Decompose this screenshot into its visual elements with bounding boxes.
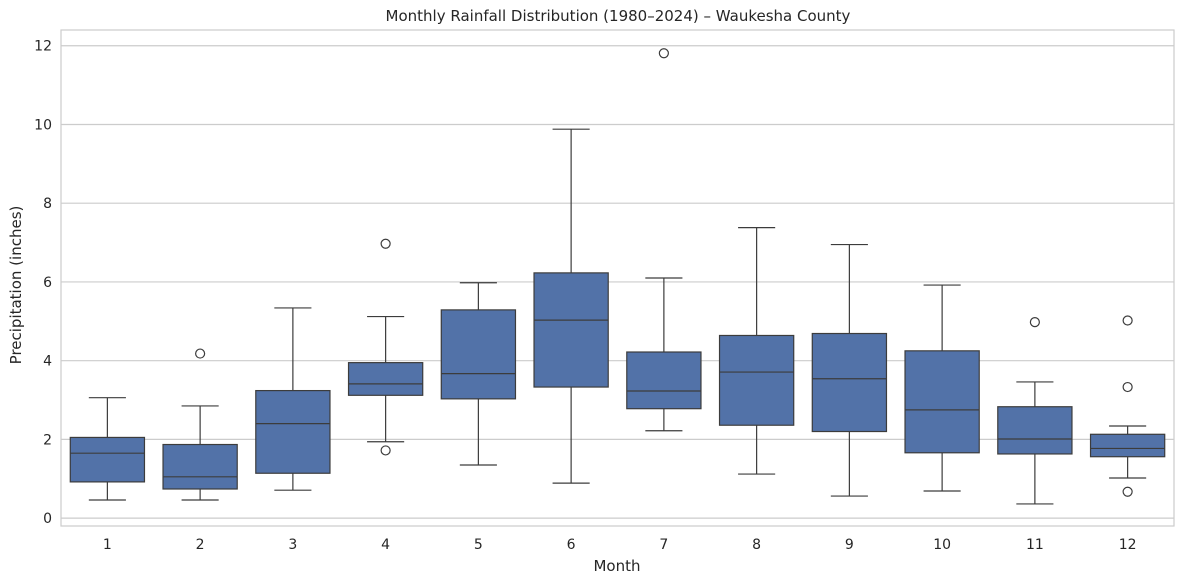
grid-lines bbox=[61, 45, 1174, 519]
x-tick-label: 4 bbox=[381, 537, 390, 553]
iqr-box bbox=[162, 443, 238, 490]
outlier-point bbox=[380, 445, 391, 456]
iqr-box bbox=[347, 362, 424, 396]
y-tick-labels: 0 2 4 6 8 10 12 bbox=[34, 39, 52, 527]
box-month-2 bbox=[162, 348, 238, 501]
outlier-point bbox=[195, 348, 206, 359]
box-series bbox=[69, 48, 1166, 505]
y-tick-label: 4 bbox=[43, 354, 52, 370]
iqr-box bbox=[718, 334, 795, 426]
x-tick-label: 12 bbox=[1119, 537, 1137, 553]
x-tick-label: 11 bbox=[1026, 537, 1044, 553]
x-tick-labels: 1 2 3 4 5 6 7 8 9 10 11 12 bbox=[103, 537, 1137, 553]
box-month-5 bbox=[440, 282, 517, 466]
box-month-8 bbox=[718, 227, 795, 475]
y-tick-label: 12 bbox=[34, 39, 52, 55]
x-tick-label: 7 bbox=[659, 537, 668, 553]
x-axis-label: Month bbox=[593, 557, 640, 575]
outlier-point bbox=[1122, 315, 1133, 326]
box-month-10 bbox=[904, 284, 980, 492]
outlier-point bbox=[1029, 316, 1040, 328]
outlier-point bbox=[658, 48, 669, 59]
box-month-4 bbox=[347, 238, 424, 456]
y-tick-label: 10 bbox=[34, 117, 52, 133]
x-tick-label: 9 bbox=[845, 537, 854, 553]
outlier-point bbox=[1122, 486, 1133, 497]
chart-title: Monthly Rainfall Distribution (1980–2024… bbox=[386, 7, 851, 25]
iqr-box bbox=[69, 436, 146, 483]
iqr-box bbox=[1089, 433, 1166, 458]
box-month-6 bbox=[533, 128, 609, 484]
iqr-box bbox=[997, 406, 1073, 455]
box-month-11 bbox=[997, 316, 1073, 505]
y-tick-label: 8 bbox=[43, 196, 52, 212]
iqr-box bbox=[626, 351, 702, 410]
plot-border bbox=[60, 29, 1175, 527]
box-month-7 bbox=[626, 48, 702, 432]
box-month-12 bbox=[1089, 315, 1166, 497]
iqr-box bbox=[533, 272, 609, 388]
y-tick-label: 2 bbox=[43, 432, 52, 448]
outlier-point bbox=[380, 238, 391, 249]
y-tick-label: 6 bbox=[43, 275, 52, 291]
box-month-1 bbox=[69, 397, 146, 501]
x-tick-label: 5 bbox=[474, 537, 483, 553]
box-month-9 bbox=[811, 243, 888, 497]
box-month-3 bbox=[255, 307, 331, 491]
x-tick-label: 8 bbox=[752, 537, 761, 553]
iqr-box bbox=[255, 389, 331, 474]
x-tick-label: 3 bbox=[288, 537, 297, 553]
x-tick-label: 2 bbox=[196, 537, 205, 553]
iqr-box bbox=[811, 332, 888, 433]
y-axis-label: Precipitation (inches) bbox=[7, 206, 25, 365]
outlier-point bbox=[1122, 381, 1133, 393]
x-tick-label: 6 bbox=[567, 537, 576, 553]
iqr-box bbox=[440, 309, 517, 400]
y-tick-label: 0 bbox=[43, 511, 52, 527]
iqr-box bbox=[904, 350, 980, 454]
x-tick-label: 10 bbox=[933, 537, 951, 553]
x-tick-label: 1 bbox=[103, 537, 112, 553]
plot-frame bbox=[60, 29, 1175, 527]
